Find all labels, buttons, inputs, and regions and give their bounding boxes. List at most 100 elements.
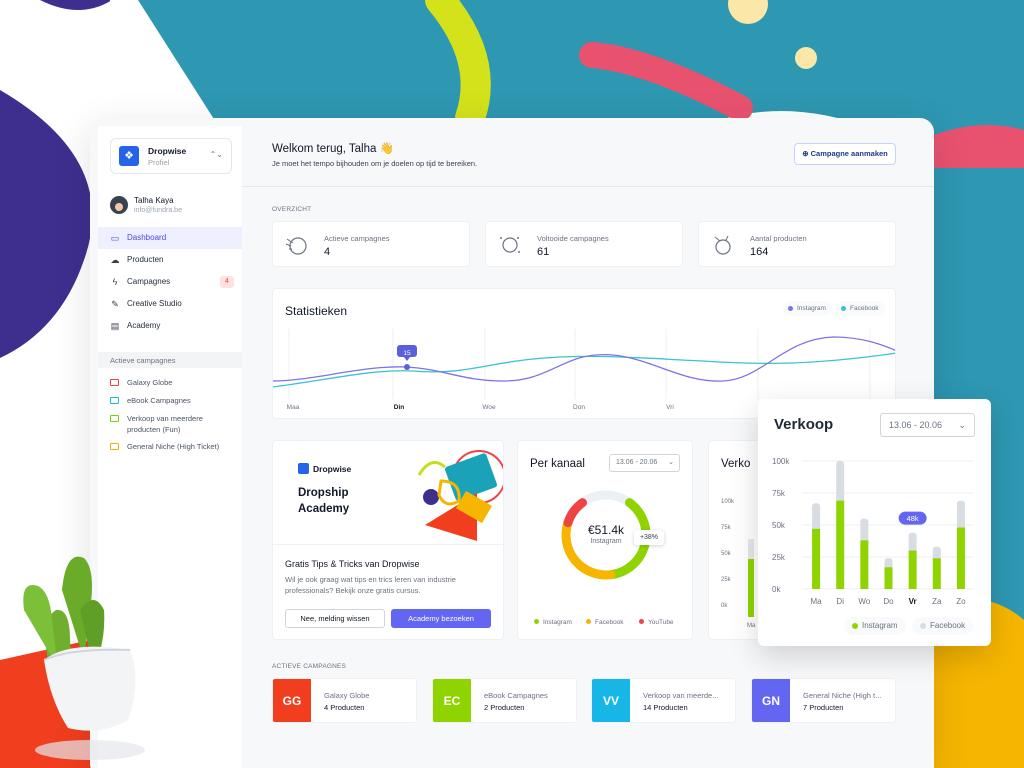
asteroid-icon xyxy=(714,235,731,255)
per-channel-title: Per kanaal xyxy=(530,458,585,470)
page-title: Welkom terug, Talha 👋 xyxy=(272,143,394,155)
day-label: Vri xyxy=(666,404,674,411)
x-tick-label: Za xyxy=(932,597,942,606)
y-tick: 0k xyxy=(721,603,728,609)
sidebar-item-dashboard[interactable]: ▭ Dashboard xyxy=(98,227,242,249)
bar-tooltip-value: 48k xyxy=(907,514,919,523)
y-tick-label: 75k xyxy=(772,489,786,498)
bar-instagram xyxy=(860,540,869,589)
sidebar-item-label: Campagnes xyxy=(127,277,171,286)
data-point-marker xyxy=(404,364,410,370)
legend-label: YouTube xyxy=(648,619,674,626)
campaign-count: 7 Producten xyxy=(803,703,844,712)
campaign-initials: GN xyxy=(752,679,790,722)
bar-facebook xyxy=(812,503,821,533)
donut-youtube xyxy=(563,498,587,528)
stat-card-products[interactable]: Aantal producten 164 xyxy=(698,221,896,267)
sidebar-item-academy[interactable]: ▤ Academy xyxy=(98,315,242,337)
bar-facebook xyxy=(860,518,869,545)
folder-icon xyxy=(110,379,119,386)
legend-label: Instagram xyxy=(797,305,826,312)
overview-label: OVERZICHT xyxy=(272,206,312,213)
date-range-select[interactable]: 13.06 - 20.06 ⌄ xyxy=(609,454,680,472)
create-campaign-label: Campagne aanmaken xyxy=(810,149,888,158)
academy-title: Dropship Academy xyxy=(298,485,349,517)
sidebar-campaign-list: Galaxy Globe eBook Campagnes Verkoop van… xyxy=(98,376,242,458)
bar-facebook xyxy=(956,500,965,532)
visit-academy-button[interactable]: Academy bezoeken xyxy=(391,609,491,628)
legend-facebook[interactable]: Facebook xyxy=(586,619,624,626)
sidebar-item-producten[interactable]: ☁ Producten xyxy=(98,249,242,271)
donut-facebook xyxy=(561,518,616,580)
dropwise-logo-icon: ❖ xyxy=(119,146,139,166)
sales-card: Verkoop 13.06 - 20.06 ⌄ 100k 75k 50k 25k 0k M… xyxy=(758,399,991,646)
stat-title: Actieve campagnes xyxy=(324,234,390,243)
bar-facebook xyxy=(908,532,917,555)
sidebar-campaign-verkoop[interactable]: Verkoop van meerdere producten (Fun) xyxy=(98,412,242,440)
sidebar-campaign-general-niche[interactable]: General Niche (High Ticket) xyxy=(98,440,242,458)
active-campaigns-heading: Actieve campagnes xyxy=(98,352,242,368)
legend-instagram[interactable]: Instagram xyxy=(844,617,906,635)
academy-heading: Gratis Tips & Tricks van Dropwise xyxy=(285,559,420,569)
bar-instagram xyxy=(908,550,917,589)
per-channel-donut xyxy=(561,490,651,580)
sales-card-title: Verko xyxy=(721,458,751,470)
donut-rest xyxy=(577,490,635,508)
y-tick: 100k xyxy=(721,499,735,505)
sidebar-campaign-galaxy-globe[interactable]: Galaxy Globe xyxy=(98,376,242,394)
legend-facebook[interactable]: Facebook xyxy=(912,617,974,635)
bolt-icon: ϟ xyxy=(112,277,118,287)
campaign-name: Verkoop van meerde... xyxy=(643,691,719,700)
data-point-tooltip xyxy=(397,345,417,361)
sidebar-item-label: Dashboard xyxy=(127,233,167,242)
sidebar-item-campagnes[interactable]: ϟ Campagnes 4 xyxy=(98,271,242,293)
per-channel-card: Per kanaal 13.06 - 20.06 ⌄ €51.4k Instag… xyxy=(517,440,693,640)
legend-label: Instagram xyxy=(543,619,572,626)
legend-instagram[interactable]: Instagram xyxy=(783,301,832,316)
stat-value: 164 xyxy=(750,246,769,258)
campaign-card[interactable]: GN General Niche (High t... 7 Producten xyxy=(751,678,896,723)
academy-text: Wil je ook graag wat tips en trics leren… xyxy=(285,575,456,595)
stat-card-completed[interactable]: Voltooide campagnes 61 xyxy=(485,221,683,267)
page-subtitle: Je moet het tempo bijhouden om je doelen… xyxy=(272,159,478,168)
sales-date-range-select[interactable]: 13.06 - 20.06 ⌄ xyxy=(880,413,975,437)
sidebar-campaign-label: Verkoop van meerdere producten (Fun) xyxy=(127,414,203,434)
academy-logo: Dropwise xyxy=(298,463,351,474)
user-profile[interactable]: Talha Kaya info@fundra.be xyxy=(110,194,240,218)
bar-instagram xyxy=(836,500,845,589)
sidebar-campaign-ebook[interactable]: eBook Campagnes xyxy=(98,394,242,412)
legend-facebook[interactable]: Facebook xyxy=(836,301,885,316)
legend-label: Facebook xyxy=(850,305,879,312)
campaign-card[interactable]: VV Verkoop van meerde... 14 Producten xyxy=(591,678,736,723)
app-window: ❖ Dropwise Profiel ⌃⌄ Talha Kaya info@fu… xyxy=(90,118,934,768)
user-name: Talha Kaya xyxy=(134,196,174,205)
campaign-card[interactable]: GG Galaxy Globe 4 Producten xyxy=(272,678,417,723)
chevron-down-icon: ⌄ xyxy=(668,459,674,466)
chat-icon: ▤ xyxy=(110,321,120,331)
leaf-icon: ✎ xyxy=(111,299,119,309)
y-tick: 75k xyxy=(721,525,731,531)
cloud-icon: ☁ xyxy=(110,255,120,265)
dismiss-button[interactable]: Nee, melding wissen xyxy=(285,609,385,628)
bar-instagram xyxy=(956,527,965,589)
legend-youtube[interactable]: YouTube xyxy=(639,619,674,626)
instagram-line xyxy=(273,336,895,382)
active-campaigns-label: ACTIEVE CAMPAGNES xyxy=(272,663,347,670)
y-tick-label: 25k xyxy=(772,553,786,562)
donut-center: €51.4k Instagram xyxy=(563,523,649,545)
x-tick-label: Wo xyxy=(858,597,870,606)
academy-illustration xyxy=(417,450,503,541)
stat-card-active[interactable]: Actieve campagnes 4 xyxy=(272,221,470,267)
growth-badge: +38% xyxy=(634,530,664,545)
brand-switcher[interactable]: ❖ Dropwise Profiel ⌃⌄ xyxy=(110,138,232,174)
sidebar-item-creative-studio[interactable]: ✎ Creative Studio xyxy=(98,293,242,315)
campaign-card[interactable]: EC eBook Campagnes 2 Producten xyxy=(432,678,577,723)
brand-name: Dropwise xyxy=(148,146,187,156)
create-campaign-button[interactable]: ⊕ Campagne aanmaken xyxy=(794,143,896,165)
x-tick: Ma xyxy=(747,623,756,629)
x-tick-label: Di xyxy=(836,597,844,606)
sidebar-campaign-label: eBook Campagnes xyxy=(127,396,191,405)
stat-title: Aantal producten xyxy=(750,234,807,243)
legend-instagram[interactable]: Instagram xyxy=(534,619,572,626)
date-range-value: 13.06 - 20.06 xyxy=(616,459,658,466)
